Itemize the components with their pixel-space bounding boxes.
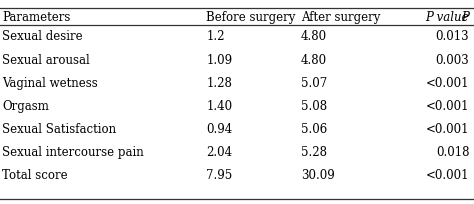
Text: 1.28: 1.28 xyxy=(206,76,232,89)
Text: 0.94: 0.94 xyxy=(206,122,232,135)
Text: Before surgery: Before surgery xyxy=(206,11,296,24)
Text: 2.04: 2.04 xyxy=(206,145,232,159)
Text: 5.06: 5.06 xyxy=(301,122,327,135)
Text: Sexual arousal: Sexual arousal xyxy=(2,53,90,66)
Text: 5.28: 5.28 xyxy=(301,145,327,159)
Text: 7.95: 7.95 xyxy=(206,169,232,182)
Text: P value: P value xyxy=(426,11,469,24)
Text: 0.013: 0.013 xyxy=(436,30,469,43)
Text: 4.80: 4.80 xyxy=(301,30,327,43)
Text: Sexual Satisfaction: Sexual Satisfaction xyxy=(2,122,117,135)
Text: 1.09: 1.09 xyxy=(206,53,232,66)
Text: <0.001: <0.001 xyxy=(426,122,469,135)
Text: 5.08: 5.08 xyxy=(301,99,327,112)
Text: Sexual desire: Sexual desire xyxy=(2,30,83,43)
Text: <0.001: <0.001 xyxy=(426,76,469,89)
Text: Parameters: Parameters xyxy=(2,11,71,24)
Text: 1.2: 1.2 xyxy=(206,30,225,43)
Text: P value: P value xyxy=(426,11,469,24)
Text: Total score: Total score xyxy=(2,169,68,182)
Text: 0.003: 0.003 xyxy=(436,53,469,66)
Text: P: P xyxy=(461,11,469,24)
Text: 5.07: 5.07 xyxy=(301,76,327,89)
Text: Vaginal wetness: Vaginal wetness xyxy=(2,76,98,89)
Text: 0.018: 0.018 xyxy=(436,145,469,159)
Text: <0.001: <0.001 xyxy=(426,169,469,182)
Text: Orgasm: Orgasm xyxy=(2,99,49,112)
Text: 1.40: 1.40 xyxy=(206,99,232,112)
Text: <0.001: <0.001 xyxy=(426,99,469,112)
Text: 4.80: 4.80 xyxy=(301,53,327,66)
Text: Sexual intercourse pain: Sexual intercourse pain xyxy=(2,145,144,159)
Text: After surgery: After surgery xyxy=(301,11,380,24)
Text: 30.09: 30.09 xyxy=(301,169,335,182)
